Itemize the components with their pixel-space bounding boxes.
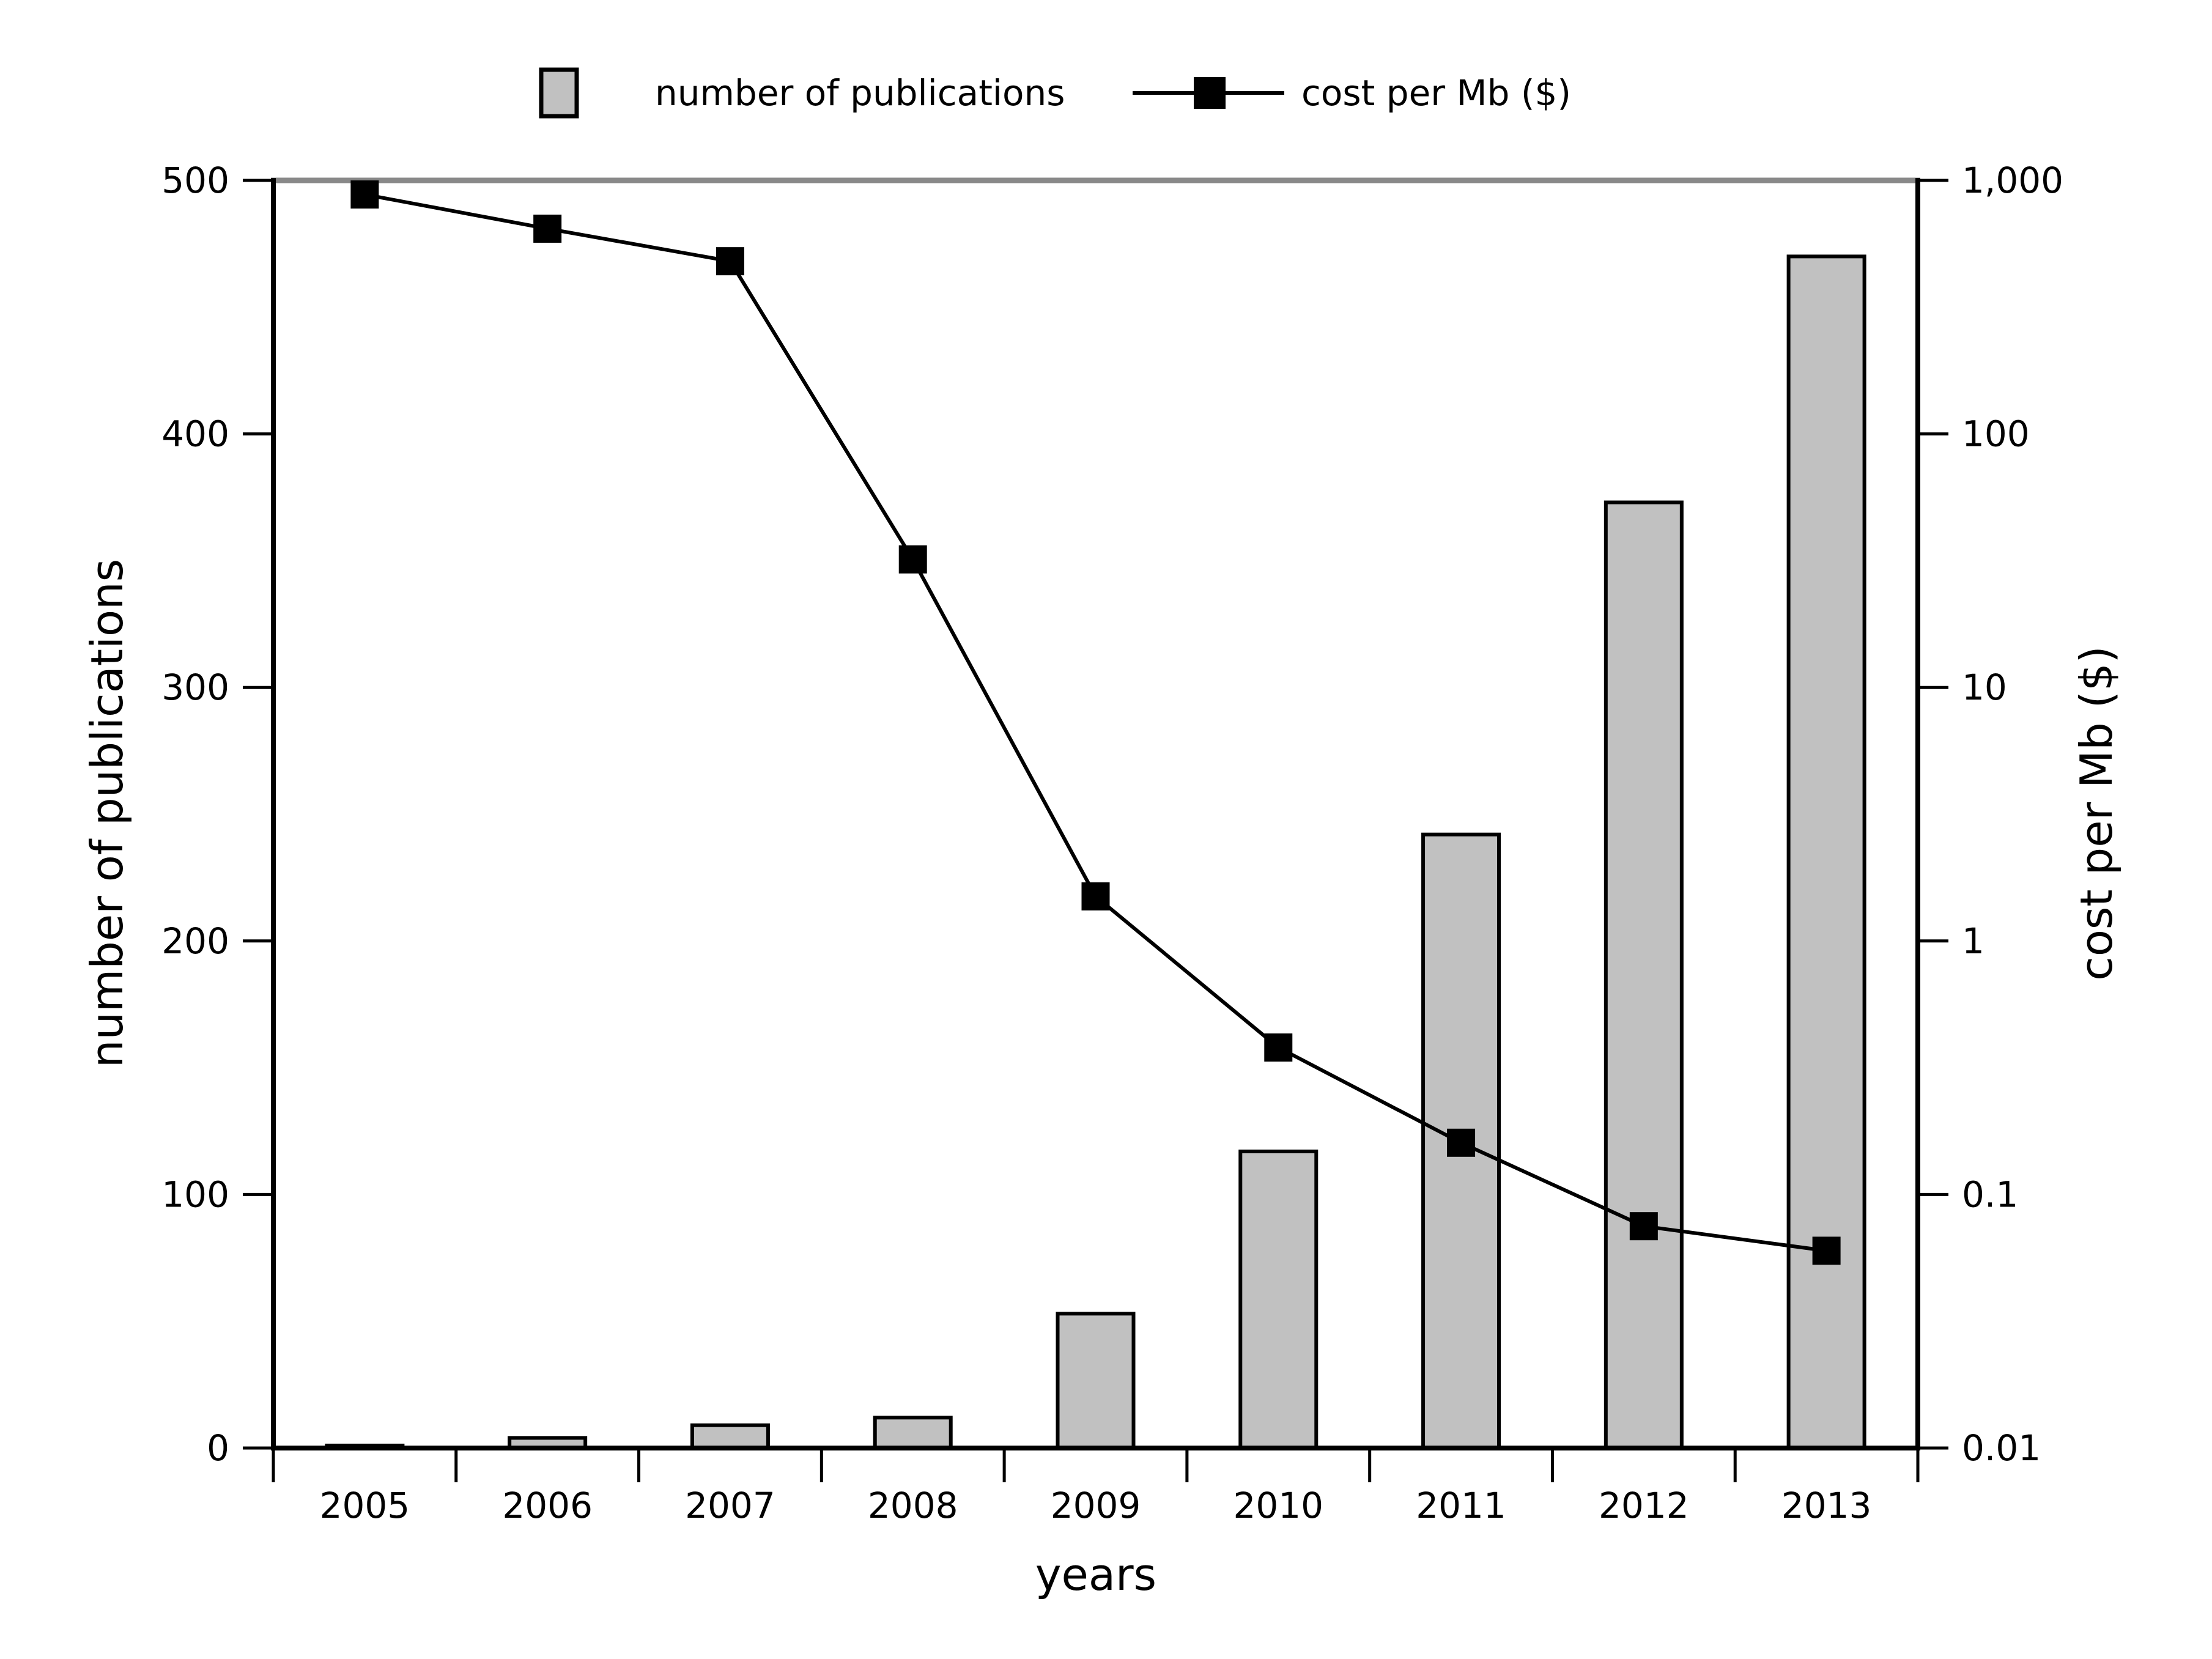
x-label-2013: 2013: [1781, 1485, 1872, 1526]
left-tick-label-400: 400: [161, 413, 229, 455]
left-tick-label-300: 300: [161, 667, 229, 708]
cost-marker-2011: [1447, 1128, 1476, 1157]
cost-marker-2008: [898, 545, 927, 574]
left-tick-label-0: 0: [207, 1427, 229, 1469]
cost-line-group: [350, 180, 1841, 1265]
x-label-2011: 2011: [1416, 1485, 1506, 1526]
left-axis-title: number of publications: [81, 559, 133, 1068]
x-label-2009: 2009: [1051, 1485, 1141, 1526]
bar-2010: [1238, 1149, 1319, 1450]
left-tick-label-200: 200: [161, 920, 229, 962]
axes: [271, 178, 1920, 1450]
cost-marker-2007: [716, 247, 744, 276]
bar-2013: [1786, 254, 1866, 1450]
bottom-axis-ticks: [272, 1448, 1920, 1482]
cost-marker-2012: [1629, 1212, 1658, 1241]
bar-2008: [873, 1416, 953, 1450]
x-label-2007: 2007: [685, 1485, 775, 1526]
right-tick-label-1000: 1,000: [1962, 160, 2063, 201]
right-axis-title: cost per Mb ($): [2071, 646, 2122, 980]
left-tick-label-500: 500: [161, 160, 229, 201]
x-label-2006: 2006: [502, 1485, 593, 1526]
x-label-2008: 2008: [868, 1485, 958, 1526]
cost-marker-2009: [1081, 882, 1110, 911]
legend-square-marker-icon: [1194, 77, 1226, 109]
x-label-2010: 2010: [1233, 1485, 1323, 1526]
bars-group: [325, 254, 1866, 1450]
legend-label-publications: number of publications: [655, 72, 1065, 114]
cost-marker-2010: [1264, 1033, 1293, 1062]
legend: number of publications cost per Mb ($): [539, 67, 1571, 119]
right-tick-label-1: 1: [1962, 920, 1985, 962]
bar-2012: [1604, 500, 1684, 1450]
x-label-2005: 2005: [320, 1485, 410, 1526]
cost-marker-2006: [533, 214, 562, 243]
cost-marker-2013: [1812, 1236, 1841, 1265]
legend-label-cost: cost per Mb ($): [1301, 72, 1571, 114]
x-category-labels: 2005 2006 2007 2008 2009 2010 2011 2012 2013: [320, 1485, 1872, 1526]
bar-2007: [690, 1423, 770, 1450]
left-tick-label-100: 100: [161, 1173, 229, 1215]
right-axis-ticks: 1,000 100 10 1 0.1 0.01: [1918, 160, 2063, 1469]
cost-marker-2005: [350, 180, 379, 209]
x-label-2012: 2012: [1599, 1485, 1689, 1526]
right-tick-label-0.01: 0.01: [1962, 1427, 2041, 1469]
legend-bar-swatch: [539, 67, 579, 119]
x-axis-title: years: [1035, 1549, 1156, 1600]
bar-2009: [1056, 1312, 1136, 1450]
right-tick-label-0.1: 0.1: [1962, 1173, 2018, 1215]
right-tick-label-100: 100: [1962, 413, 2030, 455]
left-axis-ticks: 0 100 200 300 400 500: [161, 160, 273, 1469]
right-tick-label-10: 10: [1962, 667, 2007, 708]
